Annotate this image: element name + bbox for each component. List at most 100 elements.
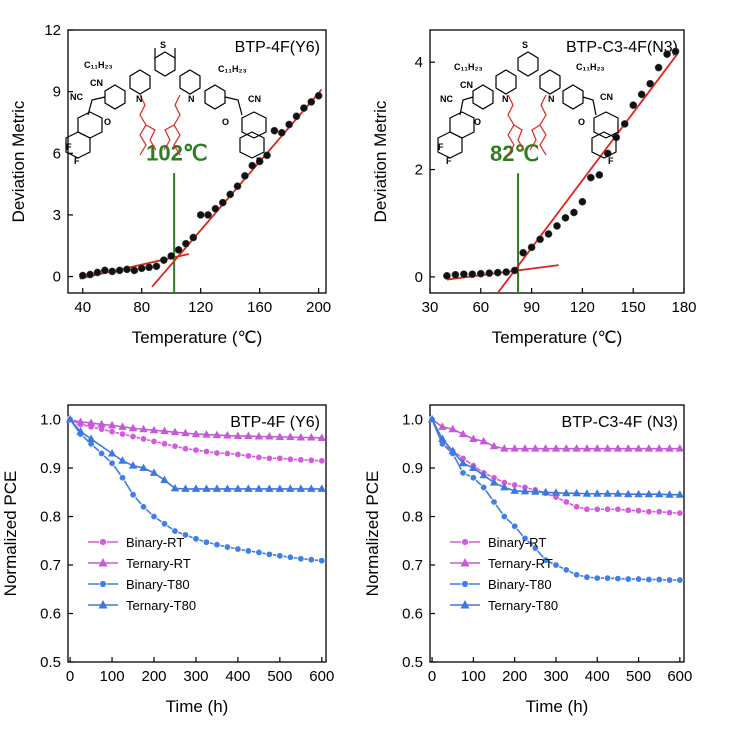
dm-n3-data-point xyxy=(485,269,494,277)
pce-n3-point-ternary-rt xyxy=(665,444,674,452)
pce-y6-point-binary-t80 xyxy=(318,556,326,565)
dm-y6-data-point xyxy=(189,233,198,242)
pce-n3-point-ternary-t80 xyxy=(675,490,685,498)
pce-n3-point-binary-t80 xyxy=(469,474,478,482)
dm-y6-y-tick-label: 9 xyxy=(53,84,61,101)
pce-n3-point-binary-t80 xyxy=(676,576,684,584)
pce-y6-plot-frame xyxy=(67,404,327,663)
pce-y6-point-ternary-t80 xyxy=(139,463,148,472)
pce-n3-point-ternary-rt xyxy=(520,444,530,452)
pce-n3-legend-marker xyxy=(461,580,469,588)
pce-n3-x-tick-label: 100 xyxy=(461,668,486,685)
pce-n3-point-binary-t80 xyxy=(490,498,498,506)
dm-n3-data-point xyxy=(629,101,638,109)
n3-alkyl-right: C₁₁H₂₃ xyxy=(576,62,605,72)
dm-y6-data-point xyxy=(277,128,286,137)
y6-alkyl-left: C₁₁H₂₃ xyxy=(84,60,113,70)
dm-n3-y-tick-label: 4 xyxy=(415,54,423,71)
pce-y6-point-binary-rt xyxy=(181,444,190,453)
pce-y6-point-binary-rt xyxy=(223,449,232,458)
pce-n3-point-ternary-rt xyxy=(562,444,571,452)
dm-n3-data-point xyxy=(646,79,654,88)
pce-n3-point-ternary-t80 xyxy=(551,488,561,496)
pce-y6-point-ternary-rt xyxy=(97,419,106,428)
pce-y6-point-binary-t80 xyxy=(150,512,158,521)
pce-n3-point-binary-t80 xyxy=(479,483,488,492)
pce-y6-point-ternary-rt xyxy=(307,432,316,441)
dm-n3-data-point xyxy=(510,266,519,275)
pce-n3-point-ternary-rt xyxy=(624,444,633,452)
pce-y6-point-ternary-t80 xyxy=(149,468,159,476)
pce-n3-point-binary-t80 xyxy=(541,556,550,564)
pce-n3-point-binary-t80 xyxy=(572,571,581,579)
pce-y6-point-ternary-t80 xyxy=(181,484,190,492)
pce-n3-point-binary-t80 xyxy=(603,574,612,582)
pce-y6-point-binary-t80 xyxy=(234,545,242,553)
pce-y6-legend-label: Binary-RT xyxy=(126,535,184,550)
dm-y6-data-point xyxy=(123,265,131,274)
pce-y6-point-ternary-t80 xyxy=(86,434,96,442)
pce-y6-point-binary-t80 xyxy=(202,538,211,546)
pce-n3-y-tick-label: 1.0 xyxy=(402,412,423,429)
pce-n3-point-ternary-t80 xyxy=(593,489,602,497)
pce-y6-point-ternary-rt xyxy=(212,430,222,439)
pce-n3-point-binary-rt xyxy=(624,506,632,514)
dm-n3-data-point xyxy=(476,269,485,278)
pce-y6-point-binary-t80 xyxy=(276,552,284,560)
pce-y6-point-ternary-t80 xyxy=(233,484,243,492)
pce-y6-x-tick-label: 300 xyxy=(183,668,208,685)
dm-y6-data-point xyxy=(108,267,117,276)
pce-y6-y-tick-label: 0.7 xyxy=(40,557,61,574)
dm-y6-y-tick-label: 0 xyxy=(53,269,61,286)
pce-n3-legend-label: Ternary-RT xyxy=(488,556,553,571)
dm-y6-y-tick-label: 12 xyxy=(44,22,61,39)
dm-n3-y-tick-label: 2 xyxy=(415,162,423,179)
pce-y6-point-binary-t80 xyxy=(129,491,137,499)
dm-n3-x-axis-label: Temperature (℃) xyxy=(492,328,623,347)
pce-n3-point-binary-t80 xyxy=(614,574,622,583)
dm-n3-fit-line-2 xyxy=(497,53,678,294)
pce-n3-point-ternary-rt xyxy=(531,444,540,452)
n3-f-left-1: F xyxy=(438,142,444,152)
pce-y6-point-ternary-rt xyxy=(233,431,243,440)
pce-y6-point-binary-t80 xyxy=(265,550,274,559)
pce-y6-point-binary-rt xyxy=(276,454,284,463)
n3-f-right: F xyxy=(608,156,614,166)
pce-n3-point-ternary-rt xyxy=(438,422,447,430)
dm-y6-data-point xyxy=(233,182,242,191)
pce-n3-point-binary-t80 xyxy=(655,575,663,584)
pce-y6-point-binary-rt xyxy=(244,452,253,460)
pce-n3-y-axis-label: Normalized PCE xyxy=(363,471,382,597)
pce-n3-point-ternary-rt xyxy=(551,444,561,452)
pce-y6-point-ternary-rt xyxy=(254,432,264,440)
pce-n3-legend-label: Ternary-T80 xyxy=(488,598,558,613)
pce-y6-y-tick-label: 0.5 xyxy=(40,654,61,671)
pce-n3-point-ternary-t80 xyxy=(427,415,437,423)
pce-y6-point-ternary-t80 xyxy=(275,484,285,492)
dm-y6-data-point xyxy=(255,157,264,166)
dm-y6-data-point xyxy=(314,91,323,100)
pce-n3-point-ternary-rt xyxy=(655,444,664,452)
pce-y6-point-binary-t80 xyxy=(108,459,116,467)
dm-y6-data-point xyxy=(196,211,205,219)
pce-y6-point-ternary-rt xyxy=(202,430,211,438)
dm-y6-data-point xyxy=(86,270,94,279)
pce-y6-point-binary-rt xyxy=(108,427,116,436)
pce-y6-x-tick-label: 0 xyxy=(66,668,74,685)
y6-f-left-1: F xyxy=(66,142,72,152)
pce-y6-point-ternary-rt xyxy=(191,429,201,438)
pce-n3-y-tick-label: 0.7 xyxy=(402,557,423,574)
dm-n3-data-point xyxy=(443,271,451,280)
dm-n3-data-point xyxy=(561,214,570,222)
dm-n3-data-point xyxy=(578,197,587,206)
dm-y6-data-point xyxy=(174,246,183,254)
pce-y6-point-binary-rt xyxy=(129,432,137,441)
dm-y6-data-point xyxy=(93,268,102,277)
pce-y6-point-binary-t80 xyxy=(297,555,305,563)
pce-n3-point-ternary-t80 xyxy=(603,489,612,497)
pce-y6-point-ternary-rt xyxy=(86,418,96,426)
pce-y6-point-binary-rt xyxy=(171,442,179,450)
y6-alkyl-right: C₁₁H₂₃ xyxy=(218,64,247,74)
pce-n3-point-ternary-rt xyxy=(675,444,685,452)
pce-y6-point-ternary-t80 xyxy=(286,484,295,492)
